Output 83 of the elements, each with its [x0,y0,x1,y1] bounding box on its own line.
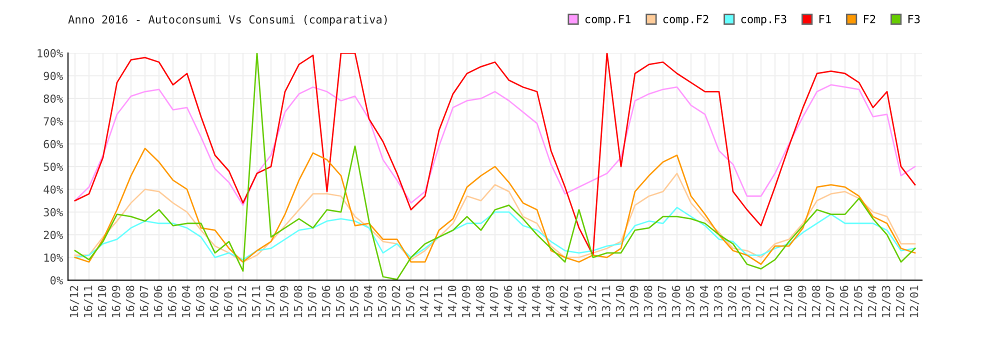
x-tick-label: 14/08 [476,286,486,318]
line-series [74,84,916,206]
x-tick-label: 13/02 [728,286,738,318]
y-tick-label: 60% [44,140,63,148]
y-tick-label: 0% [50,276,63,285]
x-tick-label: 16/12 [70,286,80,318]
x-tick-label: 15/03 [378,286,388,318]
x-tick-label: 15/08 [294,286,304,318]
legend-label: comp.F3 [741,14,786,26]
x-tick-label: 15/05 [350,286,360,318]
x-tick-label: 14/04 [532,286,542,318]
y-tick-label: 70% [44,117,63,126]
x-tick-label: 15/01 [406,286,416,318]
x-tick-label: 16/11 [84,286,94,318]
x-tick-label: 15/06 [322,286,332,318]
x-tick-label: 12/07 [826,286,836,318]
legend-label: comp.F2 [663,14,708,26]
x-tick-label: 15/12 [238,286,248,318]
x-tick-label: 13/03 [714,286,724,318]
x-tick-label: 16/01 [224,286,234,318]
y-tick-label: 90% [44,72,63,80]
x-tick-label: 12/08 [812,286,822,318]
x-tick-label: 16/03 [196,286,206,318]
x-tick-label: 16/10 [98,286,108,318]
y-tick-label: 20% [44,230,63,240]
x-tick-label: 14/03 [546,286,556,318]
legend-label: F1 [819,15,831,24]
y-tick-label: 100% [38,49,63,58]
legend-label: F2 [864,14,876,24]
x-tick-label: 13/04 [700,286,710,318]
x-tick-label: 12/04 [868,286,878,318]
x-tick-label: 16/06 [154,286,164,318]
y-tick-label: 80% [44,94,63,103]
x-tick-label: 12/02 [896,286,906,318]
x-tick-label: 13/05 [686,286,696,318]
x-tick-label: 12/09 [798,286,808,318]
x-tick-label: 14/07 [490,286,500,318]
x-tick-label: 14/05 [518,286,528,318]
x-tick-label: 12/03 [882,286,892,318]
chart-title: Anno 2016 - Autoconsumi Vs Consumi (comparativa) [68,15,387,26]
y-tick-label: 30% [44,208,63,216]
x-tick-label: 12/12 [756,286,766,318]
x-tick-label: 14/09 [462,286,472,318]
x-tick-label: 16/05 [168,286,178,318]
x-tick-label: 12/06 [840,286,850,318]
line-series [74,148,916,265]
x-tick-label: 14/06 [504,286,514,318]
y-tick-label: 40% [44,185,63,194]
x-tick-label: 16/08 [126,286,136,318]
x-tick-label: 15/09 [280,286,290,318]
x-tick-label: 12/10 [784,286,794,318]
x-tick-label: 15/10 [266,286,276,318]
x-tick-label: 15/04 [364,286,374,318]
x-tick-label: 16/07 [140,286,150,318]
x-tick-label: 16/09 [112,286,122,318]
x-tick-label: 14/01 [574,286,584,318]
line-series [74,206,916,260]
x-tick-label: 14/11 [434,286,444,318]
x-tick-label: 16/04 [182,286,192,318]
x-tick-label: 13/08 [644,286,654,318]
legend-label: comp.F1 [585,15,630,26]
y-tick-label: 50% [44,162,63,172]
x-tick-label: 15/02 [392,286,402,318]
x-tick-label: 14/02 [560,286,570,318]
x-tick-label: 14/10 [448,286,458,318]
x-tick-label: 14/12 [420,286,430,318]
x-tick-label: 13/07 [658,286,668,318]
x-tick-label: 12/01 [910,286,920,318]
x-tick-label: 16/02 [210,286,220,318]
x-tick-label: 12/11 [770,286,780,318]
x-tick-label: 15/05 [336,286,346,318]
x-tick-label: 15/11 [252,286,262,318]
line-series [74,172,916,263]
y-tick-label: 10% [44,253,63,262]
x-tick-label: 13/01 [742,286,752,318]
x-tick-label: 13/09 [630,286,640,318]
x-tick-label: 13/10 [616,286,626,318]
x-tick-label: 15/07 [308,286,318,318]
x-tick-label: 12/05 [854,286,864,318]
legend-label: F3 [908,14,920,24]
x-tick-label: 13/11 [602,286,612,318]
x-tick-label: 13/12 [588,286,598,318]
x-tick-label: 13/06 [672,286,682,318]
